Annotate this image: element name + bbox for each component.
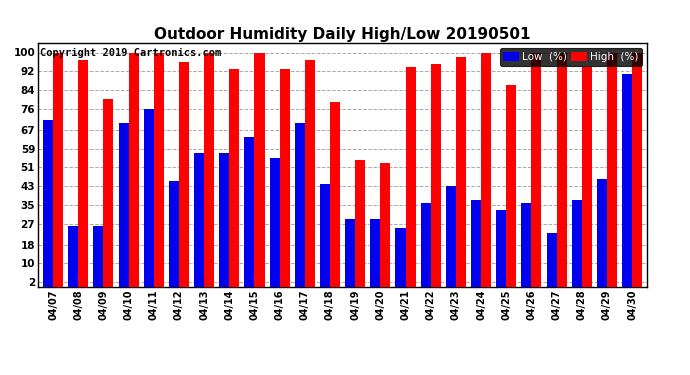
Bar (279, 69, 290, 287)
Bar (144, 109, 154, 287)
Bar (128, 53, 139, 287)
Bar (179, 62, 189, 287)
Bar (219, 153, 229, 287)
Text: Copyright 2019 Cartronics.com: Copyright 2019 Cartronics.com (40, 48, 221, 58)
Bar (582, 67, 592, 287)
Bar (557, 53, 566, 287)
Bar (481, 53, 491, 287)
Bar (255, 53, 264, 287)
Bar (380, 163, 391, 287)
Bar (421, 202, 431, 287)
Bar (320, 184, 330, 287)
Bar (506, 86, 516, 287)
Bar (295, 123, 305, 287)
Bar (597, 179, 607, 287)
Bar (496, 210, 506, 287)
Bar (431, 64, 441, 287)
Bar (371, 219, 380, 287)
Bar (93, 226, 104, 287)
Bar (204, 53, 214, 287)
Bar (355, 160, 365, 287)
Bar (119, 123, 128, 287)
Bar (244, 137, 255, 287)
Bar (345, 219, 355, 287)
Bar (169, 182, 179, 287)
Bar (270, 158, 279, 287)
Bar (395, 228, 406, 287)
Bar (471, 200, 481, 287)
Bar (622, 74, 632, 287)
Bar (104, 99, 113, 287)
Bar (330, 102, 340, 287)
Bar (572, 200, 582, 287)
Bar (43, 120, 53, 287)
Bar (531, 53, 542, 287)
Legend: Low  (%), High  (%): Low (%), High (%) (500, 48, 642, 66)
Bar (194, 153, 204, 287)
Bar (78, 60, 88, 287)
Bar (406, 67, 415, 287)
Bar (456, 57, 466, 287)
Bar (68, 226, 78, 287)
Bar (522, 202, 531, 287)
Bar (229, 69, 239, 287)
Bar (546, 233, 557, 287)
Title: Outdoor Humidity Daily High/Low 20190501: Outdoor Humidity Daily High/Low 20190501 (155, 27, 531, 42)
Bar (154, 53, 164, 287)
Bar (632, 53, 642, 287)
Bar (607, 53, 617, 287)
Bar (446, 186, 456, 287)
Bar (305, 60, 315, 287)
Bar (53, 53, 63, 287)
